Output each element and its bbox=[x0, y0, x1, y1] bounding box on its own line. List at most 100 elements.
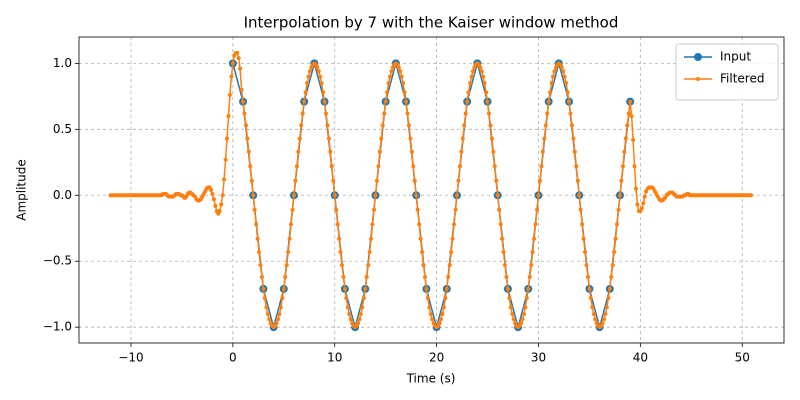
data-point bbox=[449, 249, 454, 254]
data-point bbox=[402, 90, 407, 95]
data-point bbox=[370, 222, 375, 227]
data-point bbox=[213, 203, 218, 208]
data-point bbox=[601, 317, 606, 322]
y-tick-label: −0.5 bbox=[43, 254, 72, 268]
data-point bbox=[454, 193, 459, 198]
data-point bbox=[235, 50, 240, 55]
data-point bbox=[335, 222, 340, 227]
data-point bbox=[344, 296, 349, 301]
data-point bbox=[452, 222, 457, 227]
data-point bbox=[278, 305, 283, 310]
data-point bbox=[357, 317, 362, 322]
data-point bbox=[530, 249, 535, 254]
data-point bbox=[607, 286, 612, 291]
data-point bbox=[584, 263, 589, 268]
data-point bbox=[367, 249, 372, 254]
data-point bbox=[366, 263, 371, 268]
data-point bbox=[289, 222, 294, 227]
data-point bbox=[265, 311, 270, 316]
y-axis-label: Amplitude bbox=[15, 159, 29, 221]
data-point bbox=[300, 111, 305, 116]
data-point bbox=[306, 74, 311, 79]
data-point bbox=[581, 236, 586, 241]
data-point bbox=[507, 296, 512, 301]
data-point bbox=[577, 193, 582, 198]
data-point bbox=[469, 74, 474, 79]
legend: Input Filtered bbox=[675, 43, 779, 101]
plot-frame bbox=[78, 36, 785, 344]
data-point bbox=[545, 111, 550, 116]
data-point bbox=[297, 136, 302, 141]
data-point bbox=[494, 178, 499, 183]
data-point bbox=[567, 99, 572, 104]
x-axis-label: Time (s) bbox=[406, 372, 456, 386]
data-point bbox=[347, 311, 352, 316]
data-point bbox=[334, 207, 339, 212]
data-point bbox=[488, 123, 493, 128]
data-point bbox=[293, 178, 298, 183]
data-point bbox=[610, 263, 615, 268]
data-point bbox=[561, 69, 566, 74]
data-point bbox=[583, 249, 588, 254]
data-point bbox=[443, 296, 448, 301]
data-point bbox=[358, 311, 363, 316]
data-point bbox=[495, 193, 500, 198]
data-point bbox=[440, 311, 445, 316]
data-point bbox=[243, 123, 248, 128]
data-point bbox=[537, 178, 542, 183]
data-point bbox=[622, 149, 627, 154]
data-point bbox=[380, 123, 385, 128]
data-point bbox=[629, 114, 634, 119]
data-point bbox=[332, 193, 337, 198]
data-point bbox=[258, 263, 263, 268]
y-tick-label: 0.5 bbox=[53, 122, 72, 136]
data-point bbox=[462, 123, 467, 128]
data-point bbox=[418, 236, 423, 241]
data-point bbox=[307, 69, 312, 74]
data-point bbox=[406, 123, 411, 128]
data-point bbox=[481, 74, 486, 79]
data-point bbox=[277, 311, 282, 316]
data-point bbox=[415, 207, 420, 212]
data-point bbox=[642, 194, 647, 199]
data-point bbox=[373, 193, 378, 198]
data-point bbox=[242, 111, 247, 116]
data-point bbox=[248, 164, 253, 169]
data-point bbox=[217, 209, 222, 214]
data-point bbox=[459, 149, 464, 154]
data-point bbox=[229, 74, 234, 79]
data-point bbox=[470, 69, 475, 74]
data-point bbox=[580, 222, 585, 227]
data-point bbox=[302, 99, 307, 104]
data-point bbox=[565, 90, 570, 95]
data-point bbox=[405, 111, 410, 116]
data-point bbox=[588, 296, 593, 301]
data-point bbox=[542, 136, 547, 141]
data-point bbox=[591, 311, 596, 316]
data-point bbox=[438, 317, 443, 322]
data-point bbox=[417, 222, 422, 227]
data-point bbox=[613, 236, 618, 241]
data-point bbox=[321, 90, 326, 95]
data-point bbox=[376, 164, 381, 169]
chart-title: Interpolation by 7 with the Kaiser windo… bbox=[244, 14, 619, 32]
data-point bbox=[505, 286, 510, 291]
data-point bbox=[616, 207, 621, 212]
data-point bbox=[486, 111, 491, 116]
y-tick-label: 0.0 bbox=[53, 188, 72, 202]
data-point bbox=[318, 74, 323, 79]
x-tick-label: 0 bbox=[229, 351, 237, 365]
data-point bbox=[422, 275, 427, 280]
data-point bbox=[267, 317, 272, 322]
data-point bbox=[209, 188, 214, 192]
data-point bbox=[421, 263, 426, 268]
legend-marker bbox=[696, 77, 700, 81]
data-point bbox=[319, 81, 324, 86]
data-point bbox=[280, 296, 285, 301]
x-tick-label: 10 bbox=[327, 351, 342, 365]
data-point bbox=[543, 123, 548, 128]
data-point bbox=[631, 137, 636, 142]
data-point bbox=[559, 65, 564, 70]
data-point bbox=[236, 56, 241, 61]
data-point bbox=[604, 305, 609, 310]
